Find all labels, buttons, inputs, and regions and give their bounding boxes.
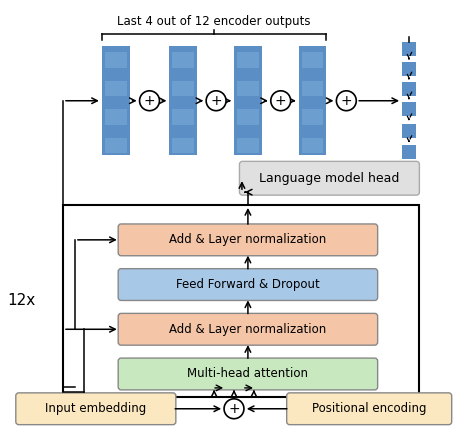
FancyBboxPatch shape xyxy=(240,161,419,195)
Bar xyxy=(172,81,194,96)
FancyBboxPatch shape xyxy=(118,224,378,256)
FancyBboxPatch shape xyxy=(287,393,452,424)
Bar xyxy=(299,46,327,155)
FancyBboxPatch shape xyxy=(16,393,176,424)
Bar xyxy=(402,124,416,138)
FancyBboxPatch shape xyxy=(118,358,378,390)
Bar xyxy=(301,109,323,125)
Bar xyxy=(301,81,323,96)
Bar xyxy=(237,52,259,68)
Bar xyxy=(169,46,197,155)
Bar xyxy=(172,109,194,125)
Bar xyxy=(402,62,416,76)
Bar xyxy=(237,109,259,125)
Text: +: + xyxy=(228,402,240,416)
Bar xyxy=(237,81,259,96)
Bar xyxy=(105,109,127,125)
Bar xyxy=(63,205,419,397)
Text: 12x: 12x xyxy=(7,293,36,309)
Circle shape xyxy=(139,91,160,111)
Bar xyxy=(402,82,416,96)
Bar xyxy=(105,52,127,68)
Bar xyxy=(234,46,262,155)
Text: Add & Layer normalization: Add & Layer normalization xyxy=(169,233,327,247)
Bar xyxy=(102,46,130,155)
FancyBboxPatch shape xyxy=(118,269,378,300)
Bar xyxy=(172,52,194,68)
Bar xyxy=(105,138,127,153)
Text: +: + xyxy=(341,94,352,108)
Bar xyxy=(301,52,323,68)
Circle shape xyxy=(271,91,291,111)
FancyBboxPatch shape xyxy=(118,313,378,345)
Circle shape xyxy=(224,399,244,419)
Circle shape xyxy=(336,91,356,111)
Bar xyxy=(105,81,127,96)
Bar xyxy=(237,138,259,153)
Circle shape xyxy=(206,91,226,111)
Text: +: + xyxy=(275,94,286,108)
Bar xyxy=(402,145,416,159)
Bar xyxy=(301,138,323,153)
Text: Language model head: Language model head xyxy=(259,172,400,185)
Text: Last 4 out of 12 encoder outputs: Last 4 out of 12 encoder outputs xyxy=(117,15,311,28)
Bar xyxy=(402,102,416,115)
Text: +: + xyxy=(144,94,155,108)
Text: Add & Layer normalization: Add & Layer normalization xyxy=(169,323,327,336)
Bar xyxy=(172,138,194,153)
Text: Input embedding: Input embedding xyxy=(45,402,146,415)
Text: +: + xyxy=(210,94,222,108)
Bar xyxy=(402,42,416,56)
Text: Feed Forward & Dropout: Feed Forward & Dropout xyxy=(176,278,320,291)
Text: Positional encoding: Positional encoding xyxy=(312,402,426,415)
Text: Multi-head attention: Multi-head attention xyxy=(187,368,308,381)
